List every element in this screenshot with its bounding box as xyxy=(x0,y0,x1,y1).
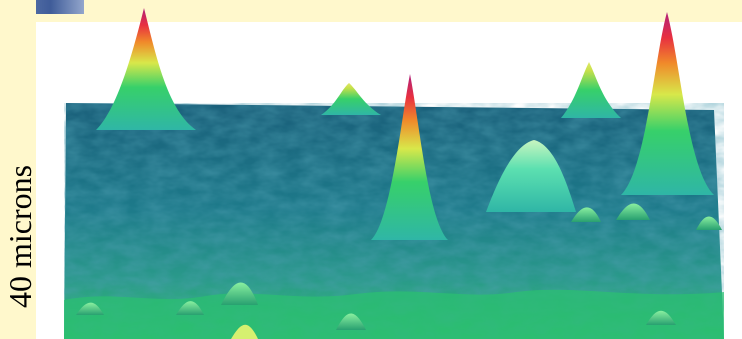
bump-1 xyxy=(571,207,601,222)
bump-7 xyxy=(336,313,366,330)
bump-5 xyxy=(231,324,258,339)
peak-left-tall xyxy=(96,8,196,130)
scale-label: 40 microns xyxy=(2,164,38,308)
bump-3 xyxy=(696,216,722,230)
bump-6 xyxy=(176,301,204,315)
peak-small-center xyxy=(321,83,381,115)
bump-2 xyxy=(616,203,650,220)
peak-small-right xyxy=(561,62,621,118)
surface-plot xyxy=(36,0,742,339)
peak-right-tall xyxy=(621,12,714,195)
surface-plot-svg xyxy=(64,8,724,339)
left-border-strip: 40 microns xyxy=(0,0,38,339)
bump-9 xyxy=(76,302,104,315)
mound-center-right xyxy=(486,140,576,212)
bump-8 xyxy=(646,310,676,325)
bump-4 xyxy=(221,282,258,305)
peak-center-tall xyxy=(371,74,448,240)
top-border-strip xyxy=(0,0,742,22)
